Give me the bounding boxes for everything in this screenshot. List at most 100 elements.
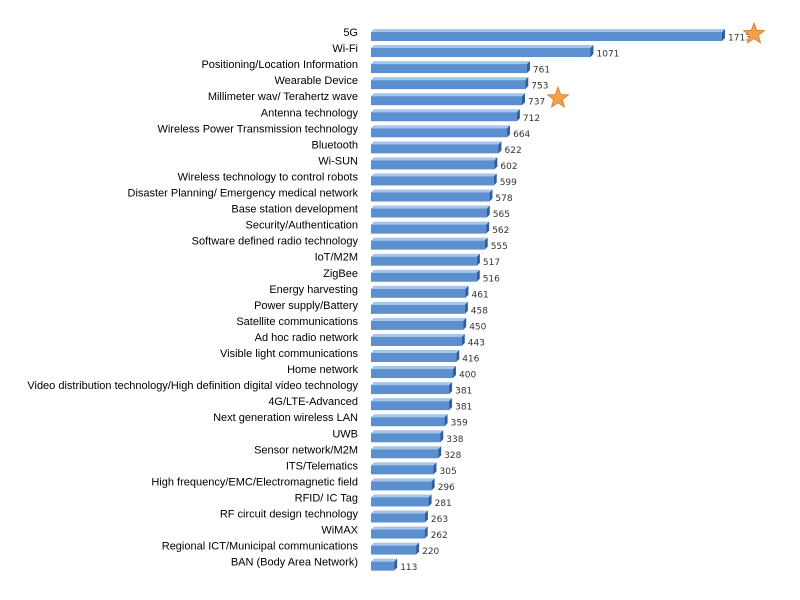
category-label: Bluetooth xyxy=(312,139,358,151)
category-label: UWB xyxy=(332,428,358,440)
bar-group: Bluetooth 622 xyxy=(312,139,522,156)
bar-top-face xyxy=(371,269,480,273)
bar-top-face xyxy=(371,350,460,353)
value-label: 602 xyxy=(500,162,517,172)
bar xyxy=(371,401,450,411)
bar-group: Wi-SUN 602 xyxy=(318,155,517,172)
bar-top-face xyxy=(371,430,444,434)
bar-group: Wi-Fi 1071 xyxy=(332,43,619,60)
value-label: 305 xyxy=(440,467,457,477)
bar-top-face xyxy=(371,366,456,370)
bar-side-face xyxy=(424,510,428,523)
bar-top-face xyxy=(371,61,530,65)
value-label: 450 xyxy=(469,322,486,332)
value-label: 516 xyxy=(483,274,500,284)
bar xyxy=(371,128,508,138)
bar xyxy=(371,369,453,379)
value-label: 338 xyxy=(446,435,463,445)
bar xyxy=(371,96,522,106)
value-label: 113 xyxy=(400,563,417,573)
bar-top-face xyxy=(371,301,468,305)
value-label: 416 xyxy=(462,355,479,365)
bar-side-face xyxy=(516,109,520,122)
bar-group: Ad hoc radio network 443 xyxy=(255,332,485,349)
bar-group: UWB 338 xyxy=(332,428,463,445)
category-label: High frequency/EMC/Electromagnetic field xyxy=(151,476,358,488)
category-label: Regional ICT/Municipal communications xyxy=(162,541,359,553)
highlight-star-icon xyxy=(546,86,570,109)
bar xyxy=(371,465,434,475)
bar-top-face xyxy=(371,45,594,49)
bar-top-face xyxy=(371,173,497,177)
bar-top-face xyxy=(371,446,442,450)
category-label: RF circuit design technology xyxy=(220,509,359,521)
value-label: 578 xyxy=(495,194,512,204)
category-label: IoT/M2M xyxy=(315,252,358,264)
category-label: Security/Authentication xyxy=(245,220,358,232)
category-label: Millimeter wav/ Terahertz wave xyxy=(208,91,358,103)
category-label: ZigBee xyxy=(323,268,358,280)
bar xyxy=(371,48,591,58)
category-label: Wireless Power Transmission technology xyxy=(157,123,358,135)
bar-top-face xyxy=(371,77,529,81)
bar-side-face xyxy=(461,333,465,346)
value-label: 381 xyxy=(455,387,472,397)
category-label: Energy harvesting xyxy=(269,284,358,296)
bar-top-face xyxy=(371,510,428,514)
bar-side-face xyxy=(486,205,490,218)
bar-group: High frequency/EMC/Electromagnetic field… xyxy=(151,476,455,493)
bar-top-face xyxy=(371,478,435,482)
bar xyxy=(371,304,465,314)
bar-group: BAN (Body Area Network) 113 xyxy=(231,557,418,574)
bar-top-face xyxy=(371,29,725,32)
category-label: Ad hoc radio network xyxy=(255,332,359,344)
value-label: 555 xyxy=(491,242,508,252)
bar-top-face xyxy=(371,189,493,193)
value-label: 712 xyxy=(523,114,540,124)
category-label: 5G xyxy=(343,27,358,39)
bar-side-face xyxy=(489,189,493,202)
bar-top-face xyxy=(371,398,453,402)
bar-group: IoT/M2M 517 xyxy=(315,252,500,269)
bar-top-face xyxy=(371,317,467,321)
value-label: 517 xyxy=(483,258,500,268)
bar xyxy=(371,272,477,282)
bar-side-face xyxy=(722,29,725,41)
bar-side-face xyxy=(476,253,480,266)
bar-side-face xyxy=(444,414,448,427)
value-label: 263 xyxy=(431,515,448,525)
bar-top-face xyxy=(371,157,498,161)
bar-group: Security/Authentication 562 xyxy=(245,220,509,237)
bar-side-face xyxy=(498,141,502,154)
value-label: 400 xyxy=(459,371,476,381)
bar-group: Wearable Device 753 xyxy=(274,75,548,92)
value-label: 262 xyxy=(431,531,448,541)
value-label: 220 xyxy=(422,547,439,557)
bar-top-face xyxy=(371,237,488,241)
bar-top-face xyxy=(371,125,511,129)
bar-top-face xyxy=(371,382,453,386)
bar xyxy=(371,160,495,170)
bar-group: Positioning/Location Information 761 xyxy=(201,59,550,76)
bar-side-face xyxy=(486,221,490,234)
bar xyxy=(371,32,722,41)
category-label: Wearable Device xyxy=(274,75,358,87)
bar-side-face xyxy=(463,317,467,330)
bar-side-face xyxy=(522,93,526,106)
bar-group: Video distribution technology/High defin… xyxy=(27,380,472,397)
bar-side-face xyxy=(456,350,460,362)
bar xyxy=(371,529,425,539)
category-label: 4G/LTE-Advanced xyxy=(268,396,358,408)
bar-side-face xyxy=(394,558,398,571)
bar-group: ITS/Telematics 305 xyxy=(286,460,457,477)
bar-group: Wireless technology to control robots 599 xyxy=(178,172,518,189)
value-label: 664 xyxy=(513,130,530,140)
bar xyxy=(371,513,425,523)
value-label: 622 xyxy=(505,146,522,156)
bar-top-face xyxy=(371,558,398,562)
bar-group: Millimeter wav/ Terahertz wave 737 xyxy=(208,86,570,109)
bar-top-face xyxy=(371,494,432,498)
value-label: 599 xyxy=(500,178,517,188)
bar-side-face xyxy=(494,157,498,170)
